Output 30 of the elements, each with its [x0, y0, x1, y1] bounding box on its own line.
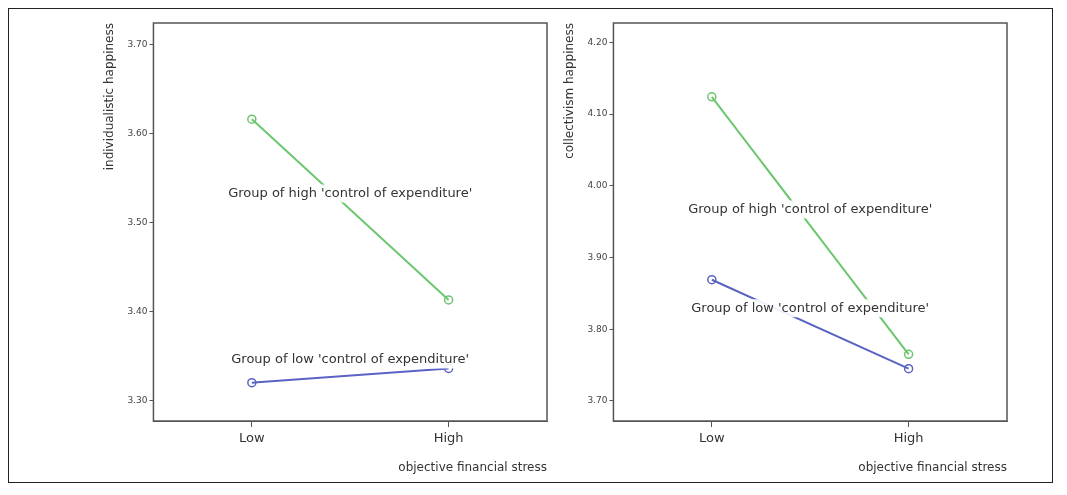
y-axis-title: collectivism happiness	[562, 23, 577, 159]
y-axis-title: individualistic happiness	[102, 23, 117, 171]
series-label: Group of high 'control of expenditure'	[688, 200, 933, 216]
point	[903, 363, 914, 374]
y-tick-label: 4.10	[587, 108, 608, 119]
y-tick-label: 3.60	[127, 127, 148, 138]
x-axis-title: objective financial stress	[858, 459, 1007, 474]
y-tick-label: 3.50	[127, 216, 148, 227]
y-tick-label: 3.80	[587, 323, 608, 334]
x-tick-label: High	[893, 430, 924, 446]
y-tick-label: 3.90	[587, 251, 608, 262]
x-axis-title: objective financial stress	[398, 459, 547, 474]
series-label: Group of low 'control of expenditure'	[231, 350, 470, 366]
point	[247, 377, 257, 388]
y-tick-label: 4.20	[587, 36, 608, 47]
point	[707, 92, 717, 102]
x-tick-label: High	[433, 430, 464, 446]
x-tick-label: Low	[699, 430, 725, 446]
point	[247, 114, 257, 124]
series-label: Group of low 'control of expenditure'	[691, 299, 930, 315]
point	[443, 295, 454, 305]
point	[707, 274, 717, 285]
y-tick-label: 4.00	[587, 180, 608, 191]
series-label: Group of high 'control of expenditure'	[228, 184, 473, 200]
y-tick-label: 3.70	[127, 38, 148, 49]
y-tick-label: 3.30	[127, 394, 148, 405]
y-tick-label: 3.70	[587, 395, 608, 406]
point	[903, 349, 914, 360]
x-tick-label: Low	[239, 430, 265, 446]
y-tick-label: 3.40	[127, 305, 148, 316]
